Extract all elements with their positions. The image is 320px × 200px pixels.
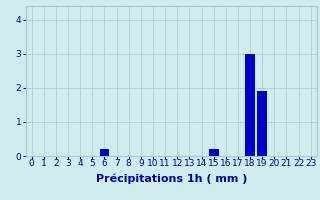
Bar — [245, 54, 255, 156]
Bar — [257, 91, 267, 156]
Bar — [209, 149, 219, 156]
Bar — [100, 149, 109, 156]
X-axis label: Précipitations 1h ( mm ): Précipitations 1h ( mm ) — [95, 173, 247, 184]
